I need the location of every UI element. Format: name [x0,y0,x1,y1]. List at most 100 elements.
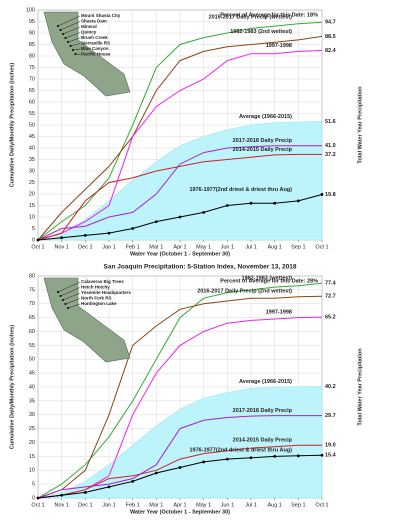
series-line [37,444,322,499]
end-value-label: 82.4 [325,48,337,54]
y-tick-label: 60 [29,329,35,335]
end-value-label: 88.5 [325,34,336,40]
x-axis-label: Water Year (October 1 - September 30) [130,509,230,515]
series-label: 1997-1998 [266,43,292,49]
x-tick-label: Apr 1 [173,502,186,508]
series-label: 1982-1983 (wettest) [242,276,293,282]
series-label: 2014-2015 Daily Precip [233,438,293,444]
x-tick-label: Jun 1 [221,502,234,508]
y-tick-label: 10 [29,214,35,220]
end-value-label: 41.0 [325,143,336,149]
series-label: Average (1966-2015) [239,114,292,120]
point [320,453,324,457]
y-tick-label: 50 [29,357,35,363]
station-label: Pacific House [81,52,111,57]
y-axis-label: Cumulative Daily/Monthly Precipitation (… [9,325,15,450]
y-tick-label: 80 [29,273,35,279]
point [273,454,277,458]
series-label: 2017-2018 Daily Precip [233,138,293,144]
y-tick-label: 20 [29,191,35,197]
point [178,466,182,469]
station-label: Yosemite Headquarters [81,290,131,295]
x-tick-label: Dec 1 [78,244,92,250]
point [225,204,229,207]
x-tick-label: Nov 1 [54,244,68,250]
station-leader [65,298,81,305]
point [83,234,87,237]
point [249,201,253,205]
point [296,454,300,458]
series-line [37,21,323,241]
x-tick-label: Apr 1 [173,244,186,250]
station-label: Calaveras Big Trees [81,279,124,284]
series-label: 2016-2017 Daily Precip (2nd wettest) [197,289,292,295]
y2-axis-label: Total Water Year Precipitation [357,86,363,164]
x-tick-label: May 1 [196,502,211,508]
end-value-label: 19.8 [325,192,336,198]
end-value-label: 15.4 [325,453,337,459]
x-tick-label: Jun 1 [221,244,234,250]
station-leader [60,287,81,297]
station-leader [65,32,81,39]
point [60,493,64,497]
point [225,457,229,461]
point [36,238,40,242]
point [36,496,40,500]
end-value-label: 37.2 [325,152,336,158]
x-axis-label: Water Year (October 1 - September 30) [130,251,230,257]
series-line [37,50,323,241]
y2-axis-label: Total Water Year Precipitation [357,348,363,426]
x-tick-label: Oct 1 [315,502,328,508]
station-leader [75,53,81,55]
y-tick-label: 80 [29,53,35,59]
station-leader [62,26,81,35]
point [154,471,158,475]
end-value-label: 29.7 [325,413,336,419]
x-tick-label: Jan 1 [102,244,115,250]
series-line [37,415,322,499]
x-tick-label: Jul 1 [245,244,257,250]
point [107,231,111,235]
point [249,456,253,460]
point [273,201,277,205]
y-tick-label: 65 [29,315,35,321]
y-tick-label: 60 [29,99,35,105]
series-label: 2014-2015 Daily Precip [233,147,293,153]
y-tick-label: 65 [29,88,35,94]
point [154,220,158,224]
station-leader [67,303,81,309]
end-value-label: 51.6 [325,119,336,125]
point [202,211,206,214]
station-leader [72,48,81,51]
y-tick-label: 35 [29,398,35,404]
y-tick-label: 40 [29,145,35,151]
y-tick-label: 25 [29,426,35,432]
y-tick-label: 10 [29,468,35,474]
station-label: Shasta Dam [81,19,107,24]
y-tick-label: 55 [29,343,35,349]
point [83,491,87,494]
series-label: 1976-1977(2nd driest & driest thru Aug) [190,187,293,193]
x-tick-label: Aug 1 [267,244,281,250]
series-line [37,295,323,499]
point [296,199,300,203]
y-axis-label: Cumulative Daily/Monthly Precipitation (… [9,63,15,188]
x-tick-label: Feb 1 [126,244,140,250]
y-tick-label: 20 [29,440,35,446]
x-tick-label: Mar 1 [149,502,163,508]
x-tick-label: Oct 1 [315,244,328,250]
subtitle: Percent of Average for this Date: 18% [220,12,318,18]
y-tick-label: 70 [29,76,35,82]
station-label: Mount Shasta City [81,13,121,18]
x-tick-label: Sep 1 [291,502,305,508]
point [178,215,182,219]
y-tick-label: 5 [32,226,35,232]
y-tick-label: 45 [29,134,35,140]
end-value-label: 65.2 [325,315,336,321]
station-leader [62,292,81,301]
series-line [37,282,323,499]
point [107,485,111,489]
series-label: 2017-2018 Daily Precip [233,408,293,414]
